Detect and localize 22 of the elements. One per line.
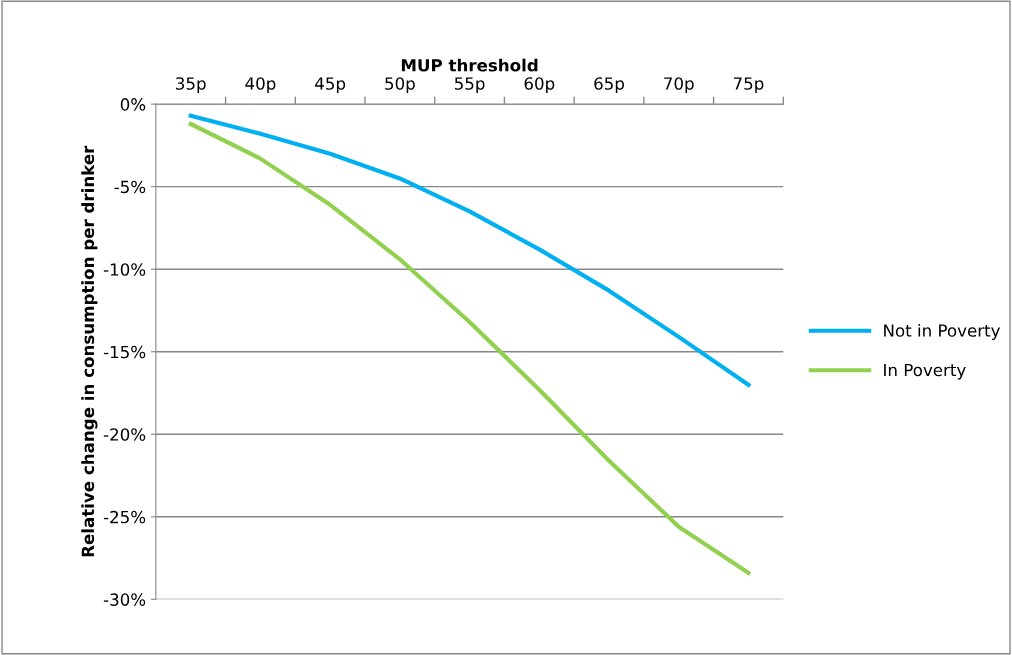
x-tick-label: 35p <box>176 77 206 94</box>
x-tick-label: 45p <box>315 77 346 94</box>
x-tick-label: 75p <box>733 77 764 94</box>
y-tick-label: -25% <box>103 510 146 524</box>
x-tick-label: 55p <box>454 77 485 94</box>
line-series <box>188 113 751 387</box>
x-tick-label: 50p <box>385 77 415 94</box>
legend-label: In Poverty <box>884 363 966 380</box>
x-tick-label: 65p <box>594 77 624 94</box>
legend-label: Not in Poverty <box>884 323 1001 341</box>
y-tick-label: -30% <box>103 593 146 606</box>
y-axis-title: Relative change in consumption per drinker <box>81 145 98 557</box>
x-tick-label: 40p <box>245 77 276 94</box>
x-tick-label: 70p <box>664 77 694 94</box>
x-tick-label: 60p <box>524 77 555 94</box>
x-axis-title: MUP threshold <box>401 58 538 72</box>
line-series <box>188 121 751 576</box>
y-tick-label: -20% <box>103 428 146 441</box>
y-tick-label: 0% <box>120 98 146 111</box>
y-tick-label: -5% <box>114 180 146 194</box>
y-tick-label: -10% <box>103 263 146 276</box>
y-tick-label: -15% <box>103 345 146 359</box>
